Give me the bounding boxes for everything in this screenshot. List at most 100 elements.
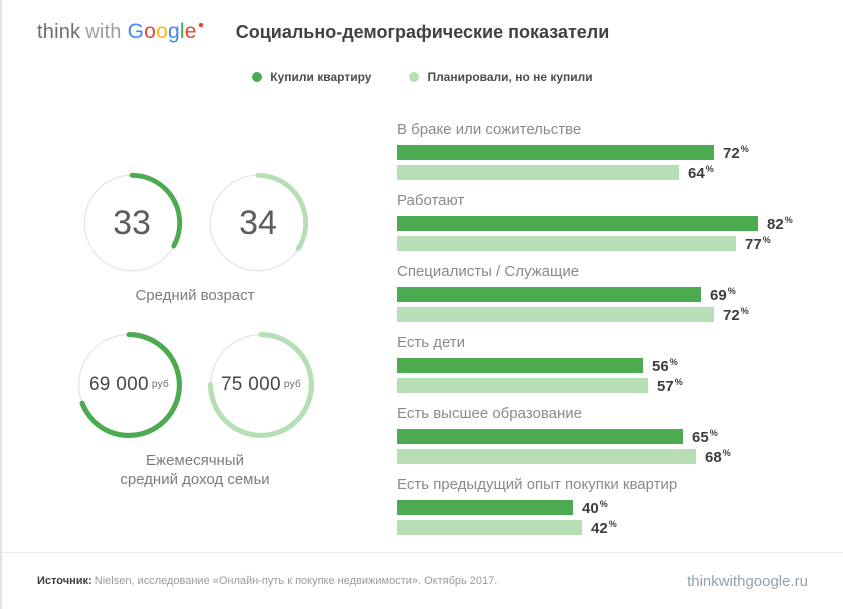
- gauge-caption: Ежемесячный средний доход семьи: [120, 452, 270, 488]
- gauge: 69 000 руб: [73, 329, 185, 441]
- gauge-group: 69 000 руб 75 000 руб Ежемесячный средний дох…: [60, 329, 330, 489]
- legend: Купили квартиру Планировали, но не купил…: [2, 70, 843, 84]
- google-mark-icon: [198, 23, 203, 27]
- percent-sign: %: [722, 447, 731, 458]
- gauge-ring-icon: [81, 172, 183, 274]
- bar-line: 77%: [397, 234, 843, 253]
- bar-bought: [397, 145, 714, 160]
- gauge-group: 33 34 Средний возраст: [60, 170, 330, 305]
- bar-planned: [397, 307, 714, 322]
- gauge-ring-icon: [208, 332, 314, 438]
- legend-label-planned: Планировали, но не купили: [427, 70, 593, 84]
- gauge-panel: 33 34 Средний возраст 69 000 руб 75 000 руб Еже…: [60, 170, 330, 489]
- bar-value: 42%: [591, 518, 617, 537]
- bar-value: 64%: [688, 163, 714, 182]
- bar-line: 64%: [397, 163, 843, 182]
- bar-group-label: Есть предыдущий опыт покупки квартир: [397, 476, 678, 493]
- percent-sign: %: [784, 214, 793, 225]
- bar-value: 69%: [710, 285, 736, 304]
- bar-group: Специалисты / Служащие 69% 72%: [397, 263, 843, 324]
- gauge-unit: руб: [151, 379, 170, 390]
- percent-sign: %: [740, 143, 749, 154]
- bar-group-label: Специалисты / Служащие: [397, 263, 580, 280]
- legend-item-planned: Планировали, но не купили: [409, 70, 593, 84]
- bar-line: 65%: [397, 427, 843, 446]
- bar-chart: В браке или сожительстве 72% 64% Работают 82…: [397, 121, 843, 547]
- bar-bought: [397, 216, 758, 231]
- gauge: 33: [79, 170, 185, 276]
- bar-value: 68%: [705, 447, 731, 466]
- bar-planned: [397, 236, 736, 251]
- bar-line: 69%: [397, 285, 843, 304]
- bar-value: 72%: [723, 143, 749, 162]
- bar-bought: [397, 287, 701, 302]
- bar-planned: [397, 378, 648, 393]
- legend-dot-planned-icon: [409, 72, 420, 82]
- bar-value: 72%: [723, 305, 749, 324]
- bar-group: В браке или сожительстве 72% 64%: [397, 121, 843, 182]
- percent-sign: %: [608, 518, 617, 529]
- gauge-row: 69 000 руб 75 000 руб: [73, 329, 317, 441]
- google-letter: e: [184, 20, 197, 43]
- google-letter: g: [167, 20, 180, 43]
- gauge-row: 33 34: [79, 170, 311, 276]
- think-with-google-logo: think with Google: [37, 20, 203, 44]
- gauge: 34: [205, 170, 311, 276]
- gauge-value: 69 000 руб: [88, 374, 170, 395]
- gauge-unit: руб: [283, 379, 302, 390]
- google-letter: l: [179, 20, 185, 43]
- source-note: Источник: Nielsen, исследование «Онлайн-…: [37, 575, 497, 587]
- google-wordmark: Google: [128, 20, 203, 43]
- bar-value: 77%: [745, 234, 771, 253]
- bar-line: 56%: [397, 356, 843, 375]
- percent-sign: %: [674, 376, 683, 387]
- bar-line: 42%: [397, 518, 843, 537]
- bar-bought: [397, 429, 683, 444]
- bar-line: 72%: [397, 305, 843, 324]
- bar-value: 65%: [692, 427, 718, 446]
- bar-group-label: Есть высшее образование: [397, 405, 582, 422]
- bar-bought: [397, 358, 643, 373]
- legend-item-bought: Купили квартиру: [252, 70, 371, 84]
- bar-value: 40%: [582, 498, 608, 517]
- legend-label-bought: Купили квартиру: [270, 70, 372, 84]
- bar-group: Есть предыдущий опыт покупки квартир 40% 4…: [397, 476, 843, 537]
- thinkwithgoogle-link[interactable]: thinkwithgoogle.ru: [687, 572, 808, 590]
- bar-group: Работают 82% 77%: [397, 192, 843, 253]
- gauge-value: 34: [239, 203, 277, 242]
- source-label: Источник:: [37, 575, 92, 587]
- bar-line: 72%: [397, 143, 843, 162]
- bar-value: 57%: [657, 376, 683, 395]
- bar-line: 68%: [397, 447, 843, 466]
- gauge-ring-icon: [76, 332, 182, 438]
- bar-group-label: Работают: [397, 192, 465, 209]
- gauge-caption: Средний возраст: [135, 287, 255, 304]
- bar-group-label: Есть дети: [397, 334, 466, 351]
- bar-planned: [397, 520, 582, 535]
- percent-sign: %: [705, 163, 714, 174]
- gauge-ring-icon: [207, 172, 309, 274]
- gauge-value: 75 000 руб: [220, 374, 302, 395]
- bar-line: 82%: [397, 214, 843, 233]
- percent-sign: %: [669, 356, 678, 367]
- bar-line: 40%: [397, 498, 843, 517]
- bar-bought: [397, 500, 573, 515]
- google-letter: o: [156, 20, 168, 43]
- percent-sign: %: [727, 285, 736, 296]
- percent-sign: %: [740, 305, 749, 316]
- gauge: 75 000 руб: [205, 329, 317, 441]
- logo-think-text: think: [37, 21, 81, 43]
- bar-group: Есть высшее образование 65% 68%: [397, 405, 843, 466]
- percent-sign: %: [762, 234, 771, 245]
- percent-sign: %: [599, 498, 608, 509]
- source-text: Nielsen, исследование «Онлайн-путь к пок…: [94, 575, 498, 587]
- footer: Источник: Nielsen, исследование «Онлайн-…: [2, 552, 843, 609]
- gauge-value: 33: [113, 203, 151, 242]
- legend-dot-bought-icon: [252, 72, 263, 82]
- google-letter: G: [127, 20, 145, 43]
- bar-value: 56%: [652, 356, 678, 375]
- bar-planned: [397, 165, 679, 180]
- bar-group-label: В браке или сожительстве: [397, 121, 582, 138]
- bar-value: 82%: [767, 214, 793, 233]
